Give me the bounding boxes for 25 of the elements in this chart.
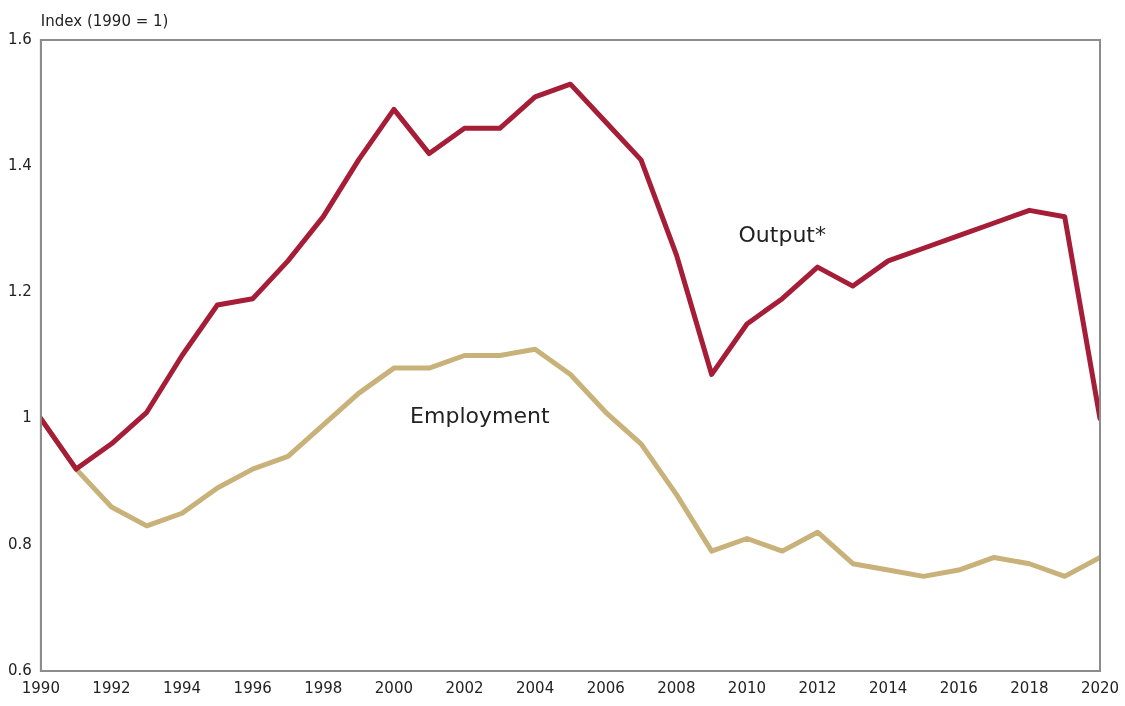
- series-label: Employment: [410, 403, 550, 429]
- x-tick-label: 2012: [798, 678, 837, 697]
- y-axis-title: Index (1990 = 1): [40, 12, 169, 31]
- x-tick-label: 2014: [869, 678, 908, 697]
- x-tick-label: 2008: [657, 678, 696, 697]
- x-tick-label: 2018: [1010, 678, 1049, 697]
- y-tick-label: 1.6: [8, 29, 32, 48]
- y-tick-label: 1: [22, 408, 32, 427]
- x-tick-label: 1994: [162, 678, 202, 697]
- series-label: Output*: [738, 222, 826, 248]
- y-tick-label: 0.6: [8, 660, 32, 679]
- x-tick-label: 2020: [1080, 678, 1120, 697]
- y-tick-label: 0.8: [8, 534, 32, 553]
- x-tick-label: 2004: [516, 678, 555, 697]
- x-tick-label: 2006: [586, 678, 625, 697]
- x-tick-label: 1990: [21, 678, 60, 697]
- x-tick-label: 1992: [92, 678, 131, 697]
- y-tick-label: 1.2: [8, 282, 32, 301]
- x-tick-label: 1998: [304, 678, 343, 697]
- x-tick-label: 2000: [374, 678, 413, 697]
- x-tick-label: 1996: [233, 678, 272, 697]
- x-tick-label: 2002: [445, 678, 484, 697]
- x-tick-label: 2010: [727, 678, 767, 697]
- x-tick-label: 2016: [939, 678, 978, 697]
- y-tick-label: 1.4: [8, 156, 32, 175]
